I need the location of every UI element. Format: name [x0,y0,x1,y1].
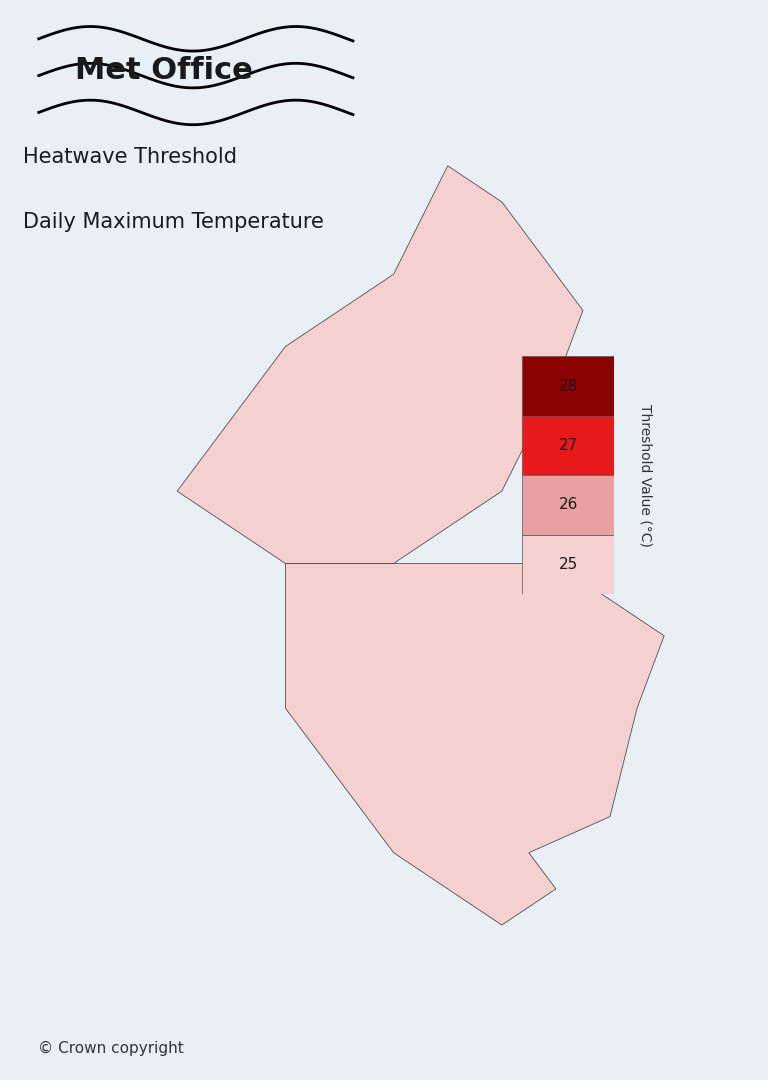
FancyBboxPatch shape [522,535,614,594]
Text: © Crown copyright: © Crown copyright [38,1041,184,1056]
Polygon shape [177,165,583,564]
Text: 25: 25 [558,557,578,571]
Text: 26: 26 [558,498,578,512]
FancyBboxPatch shape [522,416,614,475]
Text: Daily Maximum Temperature: Daily Maximum Temperature [23,212,324,232]
Text: 27: 27 [558,438,578,453]
Text: Met Office: Met Office [74,56,253,84]
Text: Threshold Value (°C): Threshold Value (°C) [638,404,652,546]
Polygon shape [286,564,664,926]
FancyBboxPatch shape [522,356,614,416]
FancyBboxPatch shape [522,475,614,535]
Text: 28: 28 [558,379,578,393]
Text: Heatwave Threshold: Heatwave Threshold [23,147,237,167]
